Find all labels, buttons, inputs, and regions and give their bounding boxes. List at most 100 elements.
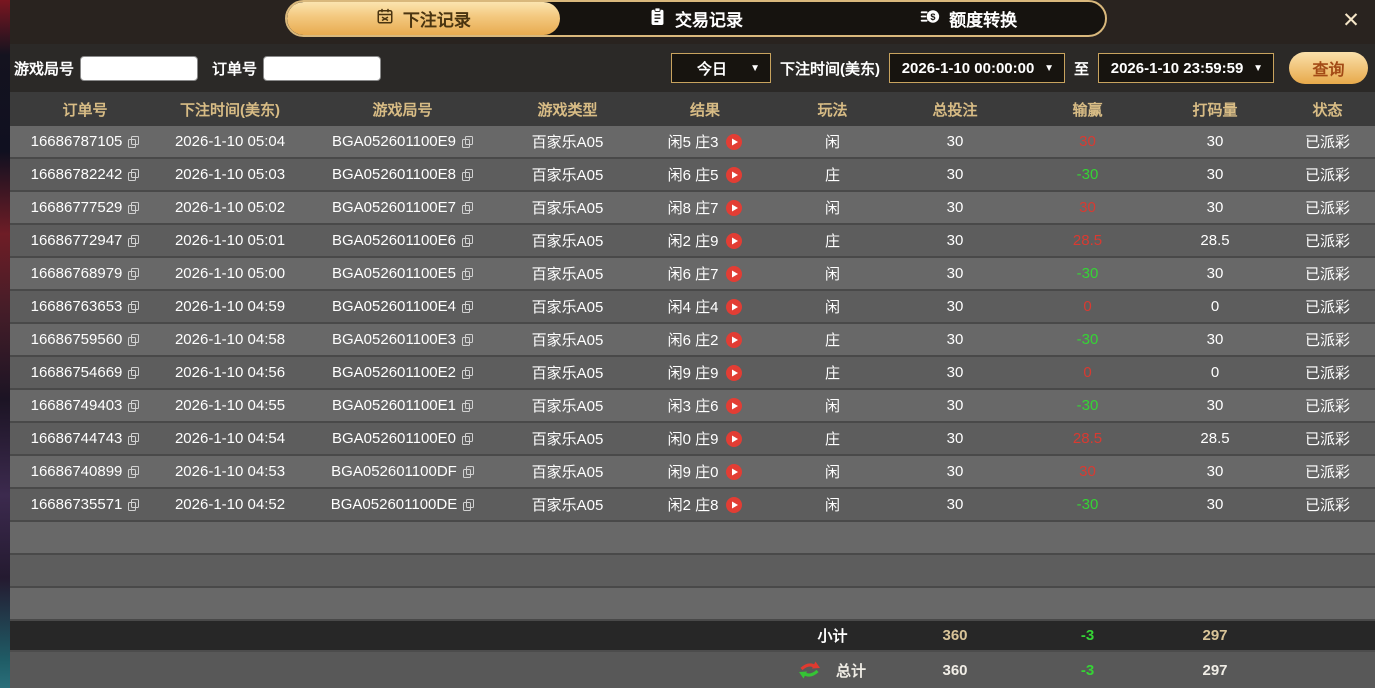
total-bet-cell: 30 <box>946 331 964 348</box>
round-number: BGA052601100E2 <box>332 364 456 381</box>
copy-icon[interactable] <box>462 333 473 346</box>
order-cell: 16686754669 <box>10 364 160 381</box>
copy-icon[interactable] <box>128 168 140 181</box>
turnover-cell: 30 <box>1206 199 1224 216</box>
game-type-cell: 百家乐A05 <box>531 332 604 349</box>
play-replay-icon[interactable] <box>726 166 743 183</box>
winloss-cell: 28.5 <box>1072 430 1103 447</box>
round-cell: BGA052601100E1 <box>300 397 505 414</box>
turnover-cell: 30 <box>1206 133 1224 150</box>
search-button[interactable]: 查询 <box>1289 52 1368 84</box>
subtotal-row: 小计 360 -3 297 <box>10 621 1375 652</box>
round-cell: BGA052601100DF <box>300 463 505 480</box>
filter-bar: 游戏局号 订单号 今日 ▼ 下注时间(美东) 2026-1-10 00:00:0… <box>10 44 1375 92</box>
order-cell: 16686787105 <box>10 133 160 150</box>
play-replay-icon[interactable] <box>726 298 743 315</box>
play-replay-icon[interactable] <box>726 331 743 348</box>
round-cell: BGA052601100E6 <box>300 232 505 249</box>
order-number: 16686754669 <box>30 364 123 381</box>
copy-icon[interactable] <box>128 498 140 511</box>
dialog-topbar: 下注记录 交易记录 $ 额度转换 ✕ <box>10 0 1375 44</box>
table-header-row: 订单号 下注时间(美东) 游戏局号 游戏类型 结果 玩法 总投注 输赢 打码量 … <box>10 92 1375 126</box>
result-score: 闲3 庄6 <box>667 398 719 415</box>
date-to-dropdown[interactable]: 2026-1-10 23:59:59 ▼ <box>1098 53 1274 83</box>
empty-row <box>10 588 1375 621</box>
copy-icon[interactable] <box>462 366 473 379</box>
tab-credit-transfer[interactable]: $ 额度转换 <box>832 2 1105 35</box>
round-cell: BGA052601100E5 <box>300 265 505 282</box>
empty-row <box>10 522 1375 555</box>
copy-icon[interactable] <box>463 498 475 511</box>
play-replay-icon[interactable] <box>726 364 743 381</box>
play-replay-icon[interactable] <box>726 463 743 480</box>
copy-icon[interactable] <box>128 465 140 478</box>
copy-icon[interactable] <box>462 465 474 478</box>
column-header: 结果 <box>689 101 720 119</box>
copy-icon[interactable] <box>462 234 473 247</box>
result-score: 闲8 庄7 <box>667 200 719 217</box>
bet-time-cell: 2026-1-10 04:56 <box>174 364 286 381</box>
tab-group: 下注记录 交易记录 $ 额度转换 <box>285 0 1107 37</box>
order-number: 16686782242 <box>30 166 123 183</box>
tab-transaction-records[interactable]: 交易记录 <box>560 2 833 35</box>
winloss-cell: 0 <box>1083 298 1092 315</box>
game-round-input[interactable] <box>80 55 199 81</box>
copy-icon[interactable] <box>128 432 140 445</box>
close-icon[interactable]: ✕ <box>1342 8 1360 32</box>
round-cell: BGA052601100DE <box>300 496 505 513</box>
status-cell: 已派彩 <box>1304 266 1350 283</box>
order-number-input[interactable] <box>263 55 382 81</box>
order-cell: 16686744743 <box>10 430 160 447</box>
status-cell: 已派彩 <box>1304 134 1350 151</box>
play-replay-icon[interactable] <box>726 430 743 447</box>
winloss-cell: 30 <box>1079 133 1096 150</box>
copy-icon[interactable] <box>462 201 473 214</box>
order-number: 16686759560 <box>30 331 123 348</box>
copy-icon[interactable] <box>462 432 473 445</box>
play-type-cell: 闲 <box>824 464 840 481</box>
result-score: 闲2 庄8 <box>667 497 719 514</box>
round-cell: BGA052601100E3 <box>300 331 505 348</box>
column-header: 订单号 <box>62 101 108 119</box>
play-replay-icon[interactable] <box>726 265 743 282</box>
round-number: BGA052601100DE <box>330 496 458 513</box>
play-type-cell: 庄 <box>824 431 840 448</box>
copy-icon[interactable] <box>128 399 140 412</box>
copy-icon[interactable] <box>462 300 473 313</box>
play-replay-icon[interactable] <box>726 133 743 150</box>
copy-icon[interactable] <box>128 366 140 379</box>
copy-icon[interactable] <box>462 135 473 148</box>
copy-icon[interactable] <box>128 135 140 148</box>
copy-icon[interactable] <box>128 267 140 280</box>
round-cell: BGA052601100E4 <box>300 298 505 315</box>
copy-icon[interactable] <box>128 234 140 247</box>
turnover-cell: 30 <box>1206 265 1224 282</box>
winloss-cell: 30 <box>1079 463 1096 480</box>
winloss-cell: -30 <box>1076 397 1099 414</box>
copy-icon[interactable] <box>128 300 140 313</box>
date-from-dropdown[interactable]: 2026-1-10 00:00:00 ▼ <box>888 53 1065 83</box>
copy-icon[interactable] <box>462 399 473 412</box>
copy-icon[interactable] <box>128 333 140 346</box>
copy-icon[interactable] <box>462 168 473 181</box>
play-type-cell: 闲 <box>824 134 840 151</box>
tab-bet-records[interactable]: 下注记录 <box>287 2 560 35</box>
result-cell: 闲0 庄9 <box>630 428 780 449</box>
play-type-cell: 闲 <box>824 398 840 415</box>
bet-time-cell: 2026-1-10 04:52 <box>174 496 286 513</box>
result-cell: 闲5 庄3 <box>630 131 780 152</box>
copy-icon[interactable] <box>462 267 473 280</box>
play-replay-icon[interactable] <box>726 232 743 249</box>
copy-icon[interactable] <box>128 201 140 214</box>
order-number: 16686763653 <box>30 298 123 315</box>
round-number: BGA052601100E1 <box>332 397 456 414</box>
bet-time-cell: 2026-1-10 04:58 <box>174 331 286 348</box>
column-header: 状态 <box>1312 101 1343 119</box>
date-range-dropdown[interactable]: 今日 ▼ <box>670 53 771 83</box>
table-row: 16686763653 2026-1-10 04:59 BGA052601100… <box>10 291 1375 324</box>
play-replay-icon[interactable] <box>726 496 743 513</box>
refresh-swap-icon[interactable] <box>798 661 820 679</box>
play-replay-icon[interactable] <box>726 199 743 216</box>
column-header: 游戏局号 <box>372 101 433 119</box>
play-replay-icon[interactable] <box>726 397 743 414</box>
